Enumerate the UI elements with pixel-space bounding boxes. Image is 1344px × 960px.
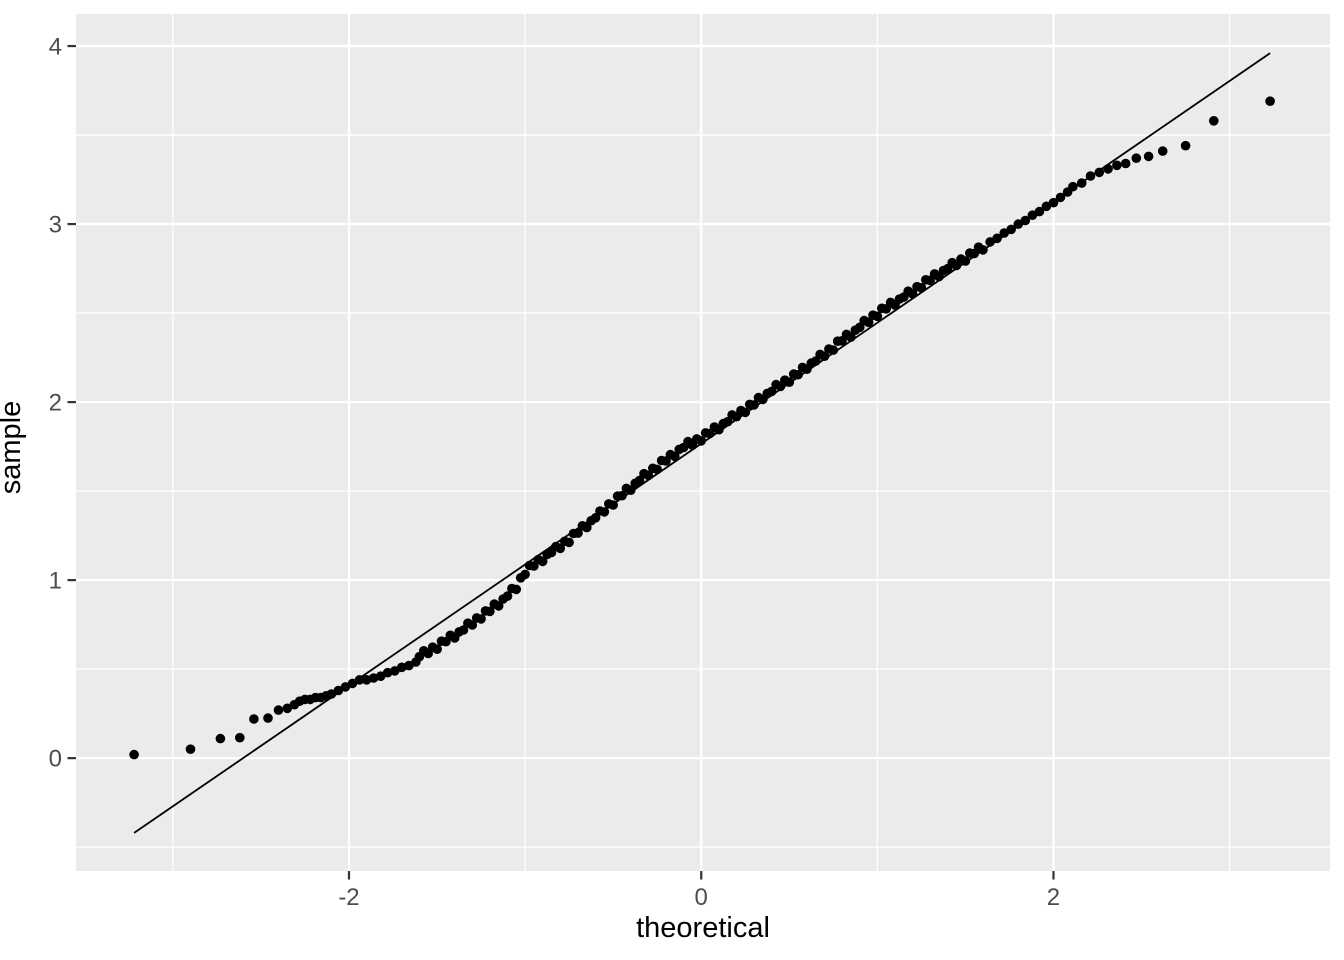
- data-point: [467, 620, 478, 630]
- data-point: [564, 537, 574, 548]
- data-point: [1055, 192, 1066, 203]
- data-point: [696, 436, 706, 446]
- data-point: [819, 351, 830, 362]
- data-point: [235, 732, 245, 743]
- data-point: [828, 345, 839, 355]
- data-point: [511, 584, 522, 595]
- data-point: [626, 485, 636, 496]
- data-point: [573, 528, 583, 538]
- data-point: [846, 332, 856, 342]
- data-point: [458, 625, 469, 635]
- data-point: [263, 713, 273, 723]
- data-point: [185, 744, 196, 754]
- data-point: [740, 407, 751, 418]
- data-point: [722, 416, 733, 427]
- data-point: [960, 256, 971, 266]
- data-point: [1157, 146, 1168, 156]
- data-point: [1265, 96, 1275, 106]
- data-point: [432, 644, 442, 654]
- data-point: [670, 451, 680, 462]
- data-point: [1094, 167, 1105, 178]
- data-point: [652, 464, 662, 475]
- x-tick-label: 0: [695, 884, 708, 911]
- data-point: [766, 386, 777, 397]
- data-point: [493, 601, 504, 611]
- y-tick-label: 0: [49, 746, 62, 773]
- data-point: [1103, 164, 1113, 174]
- data-point: [749, 400, 759, 410]
- y-tick-label: 4: [49, 34, 62, 61]
- x-tick-label: 2: [1047, 884, 1060, 911]
- data-point: [784, 377, 795, 388]
- data-point: [1041, 201, 1052, 212]
- data-point: [520, 569, 530, 580]
- data-point: [1143, 151, 1154, 162]
- data-point: [1112, 160, 1122, 171]
- data-point: [273, 705, 284, 715]
- data-point: [476, 614, 486, 624]
- data-point: [793, 369, 803, 380]
- data-point: [555, 543, 566, 554]
- data-point: [599, 507, 610, 517]
- data-point: [617, 490, 627, 501]
- data-point: [282, 703, 293, 714]
- data-point: [582, 522, 592, 533]
- data-point: [1180, 140, 1191, 151]
- data-point: [502, 591, 513, 601]
- data-point: [863, 317, 874, 328]
- data-point: [992, 233, 1002, 244]
- data-point: [485, 606, 495, 617]
- data-point: [1048, 197, 1059, 208]
- data-point: [537, 556, 548, 567]
- y-tick-label: 2: [49, 390, 62, 417]
- y-tick-label: 3: [49, 212, 62, 239]
- data-point: [1131, 153, 1142, 163]
- data-point: [249, 714, 259, 724]
- data-point: [872, 311, 883, 322]
- data-point: [643, 470, 654, 481]
- data-point: [215, 733, 226, 744]
- y-axis-title: sample: [0, 400, 27, 495]
- data-point: [129, 749, 139, 760]
- data-point: [1120, 158, 1131, 169]
- data-point: [1085, 171, 1096, 181]
- x-tick-label: -2: [338, 884, 359, 911]
- data-point: [333, 685, 344, 696]
- data-point: [916, 283, 927, 293]
- data-point: [590, 513, 601, 523]
- data-point: [347, 678, 358, 689]
- data-point: [1068, 181, 1078, 192]
- data-point: [1209, 116, 1219, 126]
- data-point: [354, 675, 365, 685]
- data-point: [1020, 215, 1031, 226]
- data-point: [1076, 178, 1087, 188]
- data-point: [608, 500, 618, 510]
- data-point: [978, 245, 988, 255]
- y-tick-label: 1: [49, 568, 62, 595]
- data-point: [1034, 206, 1045, 217]
- data-point: [1006, 224, 1016, 235]
- x-axis-title: theoretical: [636, 912, 770, 944]
- data-point: [907, 289, 918, 299]
